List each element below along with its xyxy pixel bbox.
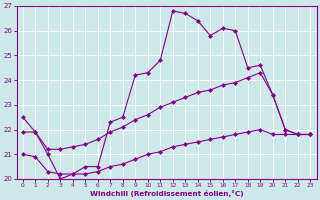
X-axis label: Windchill (Refroidissement éolien,°C): Windchill (Refroidissement éolien,°C)	[90, 190, 243, 197]
